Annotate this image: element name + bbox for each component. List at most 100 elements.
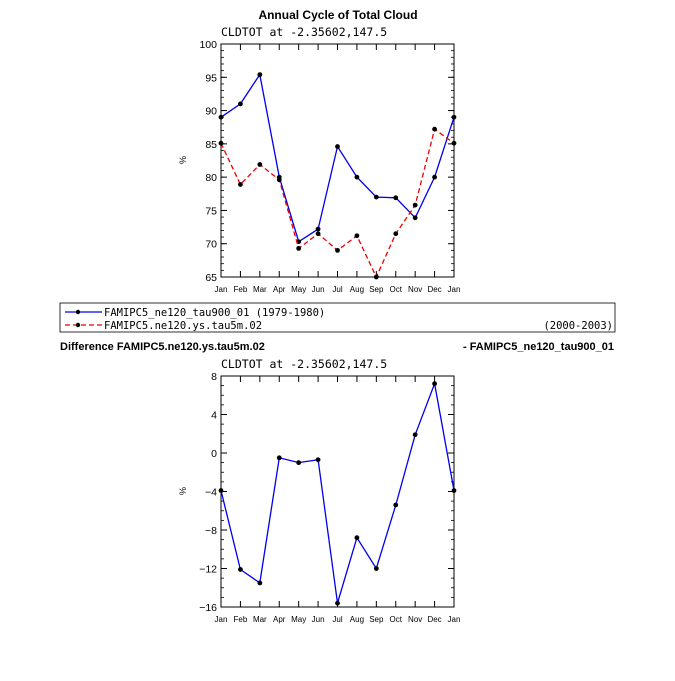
- chart2-ylabel: %: [178, 487, 188, 495]
- data-point: [335, 144, 340, 149]
- x-tick-label: Jun: [312, 285, 325, 294]
- difference-title-right: - FAMIPC5_ne120_tau900_01: [463, 341, 614, 353]
- legend-marker-1: [75, 309, 81, 315]
- x-tick-label: Dec: [427, 285, 441, 294]
- difference-chart: CLDTOT at -2.35602,147.5 % −16 −12 −8 −4 0 4 8…: [178, 357, 460, 624]
- difference-title-left: Difference FAMIPC5.ne120.ys.tau5m.02: [60, 341, 265, 353]
- x-tick-label: Jun: [312, 615, 325, 624]
- y-tick-label: −12: [199, 564, 217, 576]
- data-point: [412, 432, 418, 438]
- data-point: [451, 114, 457, 120]
- legend: FAMIPC5_ne120_tau900_01 (1979-1980) FAMI…: [59, 302, 616, 333]
- x-tick-label: Nov: [408, 615, 422, 624]
- data-point: [335, 247, 340, 253]
- plot-frame: [220, 375, 455, 608]
- chart2-axes: −16 −12 −8 −4 0 4 8 Jan Feb Mar Apr May Jun Jul Aug Sep…: [199, 371, 460, 624]
- y-tick-label: −4: [205, 487, 217, 499]
- y-tick-label: 100: [199, 39, 217, 51]
- x-tick-label: Oct: [390, 615, 403, 624]
- data-point: [432, 126, 437, 132]
- x-tick-label: Mar: [253, 615, 267, 624]
- x-tick-label: May: [291, 615, 306, 624]
- series-line-2: [220, 128, 455, 279]
- chart1-ylabel: %: [178, 156, 188, 164]
- data-point: [218, 140, 224, 146]
- legend-label-1: FAMIPC5_ne120_tau900_01 (1979-1980): [104, 307, 325, 319]
- x-tick-label: Apr: [273, 615, 286, 624]
- data-point: [276, 455, 282, 461]
- plot-frame: [220, 43, 455, 278]
- x-tick-label: Feb: [234, 285, 248, 294]
- y-tick-label: 90: [205, 106, 217, 118]
- x-tick-label: Jan: [215, 615, 228, 624]
- x-tick-label: Jul: [332, 615, 342, 624]
- data-point: [412, 215, 418, 221]
- chart2-series: [218, 381, 457, 606]
- chart1-axes: 65 70 75 80 85 90 95 100 Jan Feb Mar Apr May Jun Jul Au…: [199, 39, 460, 294]
- legend-marker-2: [75, 322, 81, 328]
- y-tick-label: 70: [205, 239, 217, 251]
- data-point: [451, 140, 457, 146]
- x-tick-label: Dec: [427, 615, 441, 624]
- data-point: [218, 488, 224, 493]
- y-tick-label: 80: [205, 172, 217, 184]
- x-tick-label: Mar: [253, 285, 267, 294]
- data-point: [354, 174, 360, 180]
- series-line-1: [220, 381, 455, 604]
- data-point: [238, 101, 243, 107]
- x-tick-label: Nov: [408, 285, 422, 294]
- y-tick-label: 75: [205, 205, 217, 217]
- legend-years-2: (2000-2003): [543, 320, 613, 332]
- x-tick-label: Apr: [273, 285, 286, 294]
- x-tick-label: Aug: [350, 615, 364, 624]
- data-point: [354, 535, 360, 541]
- data-point: [238, 567, 243, 572]
- data-point: [451, 488, 457, 493]
- data-point: [276, 177, 282, 183]
- chart1-title: Annual Cycle of Total Cloud: [258, 8, 417, 22]
- data-point: [373, 274, 379, 280]
- y-tick-label: 65: [205, 272, 217, 284]
- data-point: [315, 231, 321, 237]
- legend-label-2: FAMIPC5.ne120.ys.tau5m.02: [104, 320, 262, 332]
- data-point: [432, 381, 437, 387]
- x-tick-label: May: [291, 285, 306, 294]
- data-point: [296, 460, 302, 466]
- x-tick-label: Jan: [448, 615, 461, 624]
- data-point: [238, 182, 243, 187]
- y-tick-label: 4: [211, 410, 217, 422]
- series-line-1: [220, 72, 455, 243]
- x-tick-label: Sep: [369, 615, 384, 624]
- data-point: [432, 174, 437, 180]
- x-tick-label: Jul: [332, 285, 342, 294]
- data-point: [393, 502, 399, 508]
- y-tick-label: 85: [205, 139, 217, 151]
- data-point: [296, 245, 302, 251]
- y-tick-label: −8: [205, 525, 217, 537]
- data-point: [373, 566, 379, 571]
- data-point: [354, 233, 360, 239]
- y-tick-label: 95: [205, 72, 217, 84]
- data-point: [315, 226, 321, 232]
- data-point: [257, 580, 263, 586]
- legend-box: [59, 302, 616, 333]
- data-point: [373, 194, 379, 200]
- y-tick-label: −16: [199, 602, 217, 614]
- y-tick-label: 8: [211, 371, 217, 383]
- data-point: [393, 195, 399, 201]
- x-tick-label: Feb: [234, 615, 248, 624]
- x-tick-label: Sep: [369, 285, 384, 294]
- data-point: [412, 202, 418, 208]
- chart2-subtitle: CLDTOT at -2.35602,147.5: [221, 357, 387, 371]
- annual-cycle-chart: Annual Cycle of Total Cloud CLDTOT at -2…: [178, 8, 460, 294]
- data-point: [218, 114, 224, 120]
- y-tick-label: 0: [211, 448, 217, 460]
- chart1-subtitle: CLDTOT at -2.35602,147.5: [221, 25, 387, 39]
- x-tick-label: Jan: [215, 285, 228, 294]
- x-tick-label: Aug: [350, 285, 364, 294]
- data-point: [315, 457, 321, 463]
- data-point: [257, 162, 263, 167]
- x-tick-label: Jan: [448, 285, 461, 294]
- x-tick-label: Oct: [390, 285, 403, 294]
